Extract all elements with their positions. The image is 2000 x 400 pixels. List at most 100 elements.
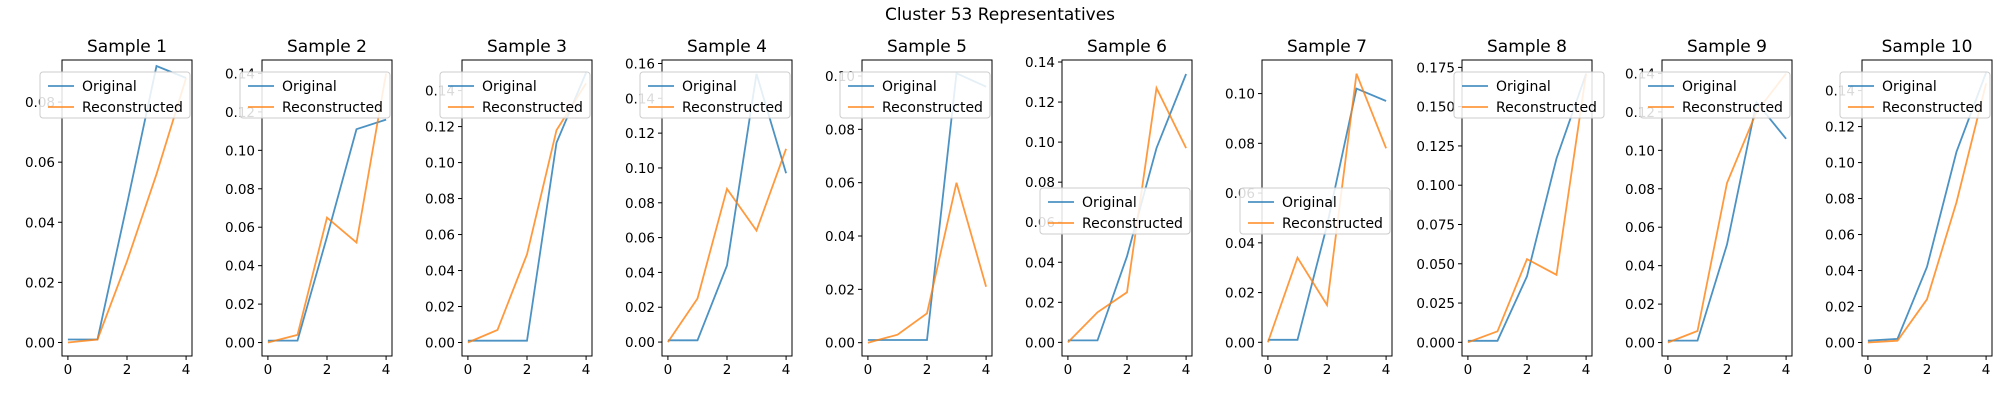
x-tick-label: 0 [464, 362, 473, 378]
x-tick-label: 0 [1064, 362, 1073, 378]
x-tick-label: 4 [1582, 362, 1591, 378]
y-tick-label: 0.06 [425, 228, 455, 244]
legend-label-reconstructed: Reconstructed [1882, 100, 1983, 116]
legend-label-original: Original [82, 79, 137, 95]
y-tick-label: 0.125 [1416, 139, 1455, 155]
x-tick-label: 2 [923, 362, 932, 378]
legend-label-original: Original [1882, 79, 1937, 95]
y-tick-label: 0.06 [25, 155, 55, 171]
x-tick-label: 0 [864, 362, 873, 378]
legend-label-original: Original [1082, 195, 1137, 211]
legend-label-reconstructed: Reconstructed [1496, 100, 1597, 116]
y-tick-label: 0.10 [1225, 87, 1255, 103]
y-tick-label: 0.04 [225, 259, 255, 275]
y-tick-label: 0.12 [625, 126, 655, 142]
y-tick-label: 0.08 [1825, 192, 1855, 208]
y-tick-label: 0.10 [425, 156, 455, 172]
y-tick-label: 0.06 [625, 231, 655, 247]
y-tick-label: 0.08 [425, 192, 455, 208]
y-tick-label: 0.12 [1025, 95, 1055, 111]
y-tick-label: 0.150 [1416, 100, 1455, 116]
x-tick-label: 4 [1782, 362, 1791, 378]
x-tick-label: 4 [982, 362, 991, 378]
legend-label-reconstructed: Reconstructed [282, 100, 383, 116]
subplot-title: Sample 8 [1487, 37, 1567, 57]
y-tick-label: 0.00 [1025, 335, 1055, 351]
y-tick-label: 0.02 [1025, 295, 1055, 311]
y-tick-label: 0.04 [625, 265, 655, 281]
subplot-6: Sample 60240.000.020.040.060.080.100.120… [1025, 37, 1193, 378]
y-tick-label: 0.16 [625, 56, 655, 72]
x-tick-label: 0 [1464, 362, 1473, 378]
y-tick-label: 0.04 [1225, 236, 1255, 252]
legend-box [639, 71, 791, 119]
y-tick-label: 0.02 [25, 275, 55, 291]
legend-label-original: Original [1496, 79, 1551, 95]
x-tick-label: 2 [1923, 362, 1932, 378]
subplot-8: Sample 8 0 2 4 0.000 0.025 0.050 0.075 0.100 0.12… [1416, 37, 1605, 378]
subplot-3: Sample 30240.000.020.040.060.080.100.120… [425, 37, 593, 378]
y-tick-label: 0.00 [425, 336, 455, 352]
y-tick-label: 0.04 [25, 215, 55, 231]
legend-label-reconstructed: Reconstructed [1082, 216, 1183, 232]
subplot-title: Sample 9 [1687, 37, 1767, 57]
y-tick-label: 0.000 [1416, 335, 1455, 351]
x-tick-label: 4 [382, 362, 391, 378]
x-tick-label: 2 [123, 362, 132, 378]
legend-box [1839, 71, 1991, 119]
series-line-original [1067, 73, 1187, 342]
x-tick-label: 2 [1123, 362, 1132, 378]
subplot-title: Sample 4 [687, 37, 767, 57]
legend: Original Reconstructed [1639, 71, 1791, 119]
x-tick-label: 2 [323, 362, 332, 378]
y-tick-label: 0.02 [425, 300, 455, 316]
x-tick-label: 4 [1982, 362, 1991, 378]
x-tick-label: 2 [1523, 362, 1532, 378]
x-tick-label: 0 [664, 362, 673, 378]
legend-box [1453, 71, 1605, 119]
legend: Original Reconstructed [1839, 71, 1991, 119]
y-tick-label: 0.100 [1416, 178, 1455, 194]
subplot-1: Sample 10240.000.020.040.060.08OriginalR… [25, 37, 193, 378]
x-tick-label: 0 [1864, 362, 1873, 378]
x-tick-label: 4 [182, 362, 191, 378]
series-line-reconstructed [1467, 73, 1587, 344]
y-tick-label: 0.00 [1825, 336, 1855, 352]
y-tick-label: 0.00 [625, 335, 655, 351]
subplot-4: Sample 4 0 2 4 0.00 0.02 0.04 0.06 0.08 0.10 0.12 0… [625, 37, 793, 378]
legend: Original Reconstructed [39, 71, 191, 119]
y-tick-label: 0.00 [1225, 335, 1255, 351]
subplot-title: Sample 6 [1087, 37, 1167, 57]
subplot-10: Sample 10 0 2 4 0.00 0.02 0.04 0.06 0.08 0.10 0.12… [1825, 37, 1993, 378]
figure-title: Cluster 53 Representatives [885, 5, 1115, 25]
y-tick-label: 0.10 [625, 161, 655, 177]
legend-label-reconstructed: Reconstructed [882, 100, 983, 116]
y-tick-label: 0.175 [1416, 60, 1455, 76]
y-tick-label: 0.00 [1625, 336, 1655, 352]
x-tick-label: 2 [1323, 362, 1332, 378]
x-tick-label: 2 [723, 362, 732, 378]
y-tick-label: 0.00 [825, 336, 855, 352]
y-tick-label: 0.12 [1825, 120, 1855, 136]
y-tick-label: 0.075 [1416, 217, 1455, 233]
y-tick-label: 0.10 [1625, 143, 1655, 159]
subplot-2: Sample 20240.000.020.040.060.080.100.120… [225, 37, 393, 378]
y-tick-label: 0.08 [1625, 182, 1655, 198]
subplot-7: Sample 70240.000.020.040.060.080.10Origi… [1225, 37, 1393, 378]
y-tick-label: 0.04 [1825, 264, 1855, 280]
y-tick-label: 0.08 [625, 196, 655, 212]
legend-label-original: Original [682, 79, 737, 95]
legend-label-original: Original [882, 79, 937, 95]
subplot-9: Sample 90240.000.020.040.060.080.100.120… [1625, 37, 1793, 378]
series-line-reconstructed [1267, 73, 1387, 343]
subplot-title: Sample 10 [1882, 37, 1973, 57]
legend-box [1039, 187, 1191, 235]
series-line-reconstructed [867, 182, 987, 344]
series-line-reconstructed [1867, 83, 1987, 344]
y-tick-label: 0.08 [825, 122, 855, 138]
x-tick-label: 0 [64, 362, 73, 378]
y-tick-label: 0.04 [1025, 255, 1055, 271]
y-tick-label: 0.14 [1025, 55, 1055, 71]
x-tick-label: 0 [1264, 362, 1273, 378]
legend-label-original: Original [1282, 195, 1337, 211]
